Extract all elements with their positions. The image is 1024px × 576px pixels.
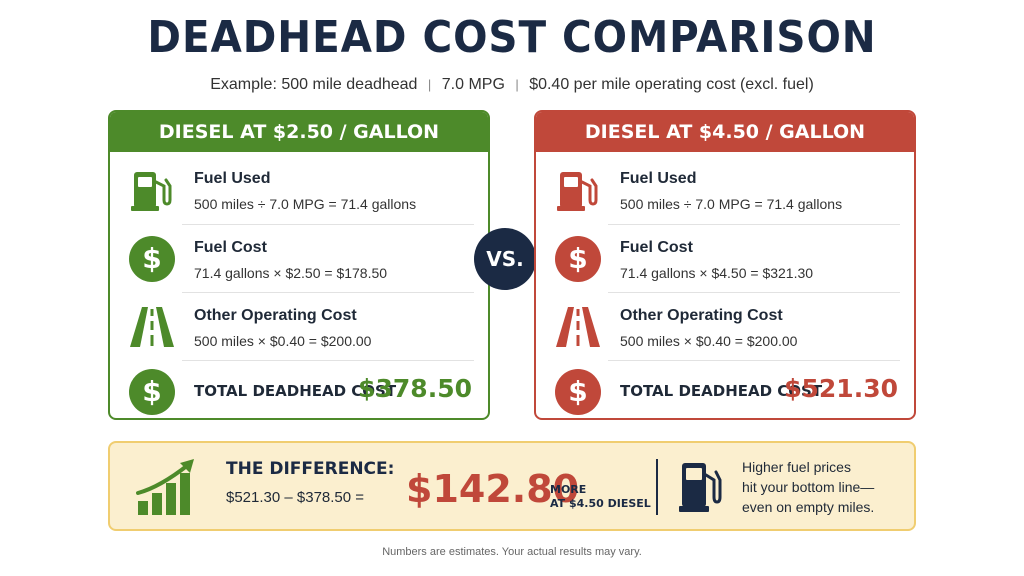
card-low-price: DIESEL AT $2.50 / GALLON Fuel Used 500 m…	[108, 110, 490, 420]
note-line: Higher fuel prices	[742, 459, 851, 475]
difference-more-label: MORE AT $4.50 DIESEL	[550, 483, 651, 511]
divider	[656, 459, 658, 515]
svg-text:$: $	[568, 242, 587, 275]
footnote: Numbers are estimates. Your actual resul…	[382, 546, 642, 558]
row-fuel-used: Fuel Used 500 miles ÷ 7.0 MPG = 71.4 gal…	[536, 156, 914, 224]
note-line: even on empty miles.	[742, 499, 875, 515]
svg-text:$: $	[142, 242, 161, 275]
row-fuel-cost: $ Fuel Cost 71.4 gallons × $2.50 = $178.…	[110, 225, 488, 293]
difference-formula: $521.30 – $378.50 =	[226, 489, 365, 506]
difference-title: THE DIFFERENCE:	[226, 459, 395, 479]
subtitle-mpg: 7.0 MPG	[441, 76, 505, 93]
divider	[182, 360, 474, 361]
row-label: Fuel Used	[194, 170, 271, 187]
note-line: hit your bottom line—	[742, 479, 875, 495]
subtitle-operating-cost: $0.40 per mile operating cost (excl. fue…	[529, 76, 814, 93]
divider	[182, 224, 474, 225]
divider	[608, 292, 900, 293]
divider	[608, 224, 900, 225]
subtitle-example: Example: 500 mile deadhead	[210, 76, 418, 93]
card-header: DIESEL AT $4.50 / GALLON	[536, 112, 914, 152]
more-line: AT $4.50 DIESEL	[550, 497, 651, 510]
difference-note: Higher fuel prices hit your bottom line—…	[742, 457, 912, 517]
total-label: TOTAL DEADHEAD COST	[620, 382, 823, 400]
row-label: Other Operating Cost	[620, 307, 783, 324]
svg-text:$: $	[142, 375, 161, 408]
subtitle-separator: |	[515, 77, 519, 92]
more-line: MORE	[550, 483, 587, 496]
row-label: Fuel Used	[620, 170, 697, 187]
subtitle-separator: |	[427, 77, 432, 92]
subtitle: Example: 500 mile deadhead | 7.0 MPG | $…	[0, 76, 1024, 94]
fuel-pump-icon	[128, 166, 176, 214]
row-formula: 71.4 gallons × $2.50 = $178.50	[194, 265, 388, 281]
card-high-price: DIESEL AT $4.50 / GALLON Fuel Used 500 m…	[534, 110, 916, 420]
row-operating-cost: Other Operating Cost 500 miles × $0.40 =…	[536, 293, 914, 361]
total-value: $521.30	[784, 374, 898, 403]
row-fuel-used: Fuel Used 500 miles ÷ 7.0 MPG = 71.4 gal…	[110, 156, 488, 224]
row-total: $ TOTAL DEADHEAD COST $521.30	[536, 358, 914, 418]
row-formula: 500 miles × $0.40 = $200.00	[620, 333, 798, 349]
row-label: Fuel Cost	[194, 239, 267, 256]
row-formula: 500 miles ÷ 7.0 MPG = 71.4 gallons	[194, 196, 417, 212]
card-header: DIESEL AT $2.50 / GALLON	[110, 112, 488, 152]
row-fuel-cost: $ Fuel Cost 71.4 gallons × $4.50 = $321.…	[536, 225, 914, 293]
road-icon	[554, 303, 602, 351]
total-value: $378.50	[358, 374, 472, 403]
divider	[182, 292, 474, 293]
row-label: Fuel Cost	[620, 239, 693, 256]
row-formula: 71.4 gallons × $4.50 = $321.30	[620, 265, 814, 281]
vs-badge: VS.	[474, 228, 536, 290]
svg-text:$: $	[568, 375, 587, 408]
growth-chart-icon	[136, 457, 200, 517]
divider	[608, 360, 900, 361]
row-operating-cost: Other Operating Cost 500 miles × $0.40 =…	[110, 293, 488, 361]
dollar-icon: $	[554, 368, 602, 416]
dollar-icon: $	[554, 235, 602, 283]
row-formula: 500 miles ÷ 7.0 MPG = 71.4 gallons	[620, 196, 843, 212]
road-icon	[128, 303, 176, 351]
fuel-pump-icon	[554, 166, 602, 214]
total-label: TOTAL DEADHEAD COST	[194, 382, 397, 400]
page-title: DEADHEAD COST COMPARISON	[147, 12, 877, 63]
dollar-icon: $	[128, 235, 176, 283]
row-formula: 500 miles × $0.40 = $200.00	[194, 333, 372, 349]
row-label: Other Operating Cost	[194, 307, 357, 324]
row-total: $ TOTAL DEADHEAD COST $378.50	[110, 358, 488, 418]
fuel-pump-icon	[678, 459, 724, 515]
difference-amount: $142.80	[406, 467, 580, 511]
difference-panel: THE DIFFERENCE: $521.30 – $378.50 = $142…	[108, 441, 916, 531]
dollar-icon: $	[128, 368, 176, 416]
